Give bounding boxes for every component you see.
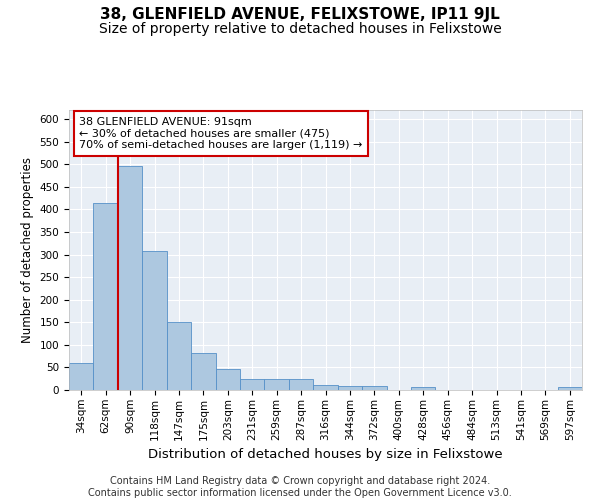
Bar bbox=[557, 388, 582, 390]
Bar bbox=[167, 322, 191, 390]
Bar bbox=[338, 386, 362, 390]
X-axis label: Distribution of detached houses by size in Felixstowe: Distribution of detached houses by size … bbox=[148, 448, 503, 461]
Bar bbox=[289, 378, 313, 390]
Text: 38, GLENFIELD AVENUE, FELIXSTOWE, IP11 9JL: 38, GLENFIELD AVENUE, FELIXSTOWE, IP11 9… bbox=[100, 8, 500, 22]
Bar bbox=[362, 386, 386, 390]
Bar bbox=[142, 252, 167, 390]
Bar bbox=[118, 166, 142, 390]
Bar bbox=[265, 378, 289, 390]
Text: 38 GLENFIELD AVENUE: 91sqm
← 30% of detached houses are smaller (475)
70% of sem: 38 GLENFIELD AVENUE: 91sqm ← 30% of deta… bbox=[79, 117, 362, 150]
Bar bbox=[240, 378, 265, 390]
Y-axis label: Number of detached properties: Number of detached properties bbox=[21, 157, 34, 343]
Bar bbox=[313, 386, 338, 390]
Bar bbox=[411, 388, 436, 390]
Bar bbox=[94, 204, 118, 390]
Bar bbox=[69, 363, 94, 390]
Text: Size of property relative to detached houses in Felixstowe: Size of property relative to detached ho… bbox=[98, 22, 502, 36]
Bar bbox=[191, 352, 215, 390]
Bar bbox=[215, 369, 240, 390]
Text: Contains HM Land Registry data © Crown copyright and database right 2024.
Contai: Contains HM Land Registry data © Crown c… bbox=[88, 476, 512, 498]
